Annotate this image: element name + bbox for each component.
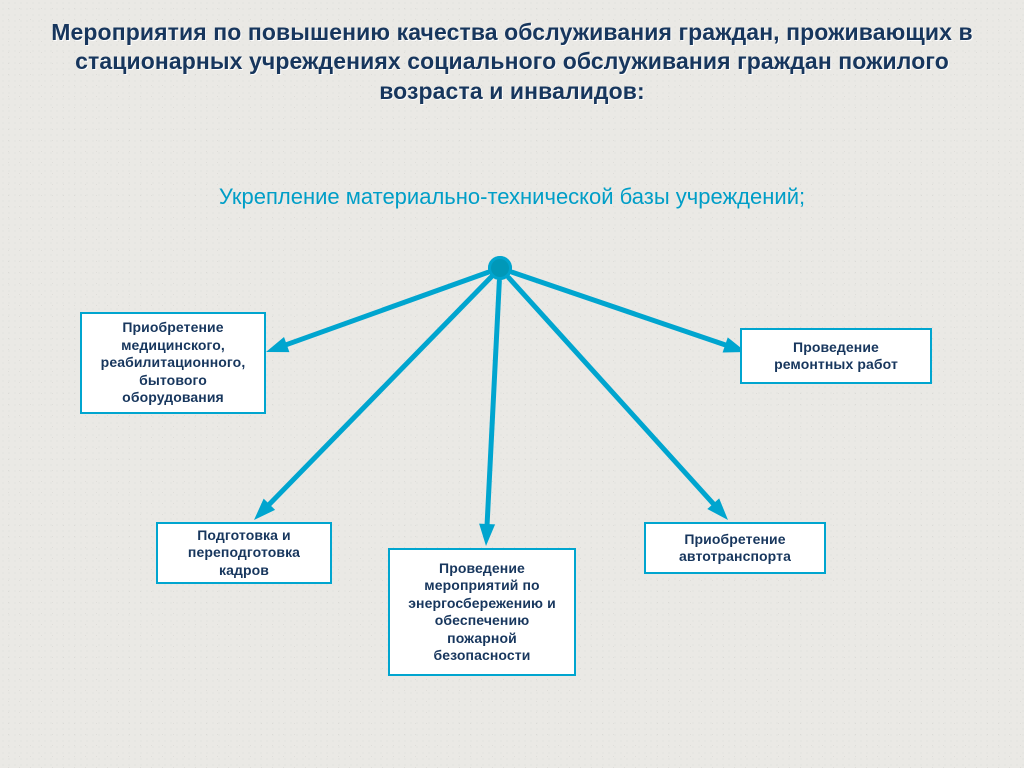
diagram-node-label: Проведение ремонтных работ bbox=[752, 339, 920, 374]
diagram-node-label: Подготовка и переподготовка кадров bbox=[168, 527, 320, 580]
diagram-node-personnel: Подготовка и переподготовка кадров bbox=[156, 522, 332, 584]
diagram-node-label: Проведение мероприятий по энергосбережен… bbox=[400, 560, 564, 665]
hub-dot bbox=[488, 256, 512, 280]
slide-subtitle: Укрепление материально-технической базы … bbox=[30, 184, 994, 210]
diagram-node-repairs: Проведение ремонтных работ bbox=[740, 328, 932, 384]
diagram-node-label: Приобретение медицинского, реабилитацион… bbox=[92, 319, 254, 407]
diagram-node-energy-safety: Проведение мероприятий по энергосбережен… bbox=[388, 548, 576, 676]
diagram-node-transport: Приобретение автотранспорта bbox=[644, 522, 826, 574]
slide-title: Мероприятия по повышению качества обслуж… bbox=[30, 18, 994, 106]
diagram-node-label: Приобретение автотранспорта bbox=[656, 531, 814, 566]
diagram-node-equipment: Приобретение медицинского, реабилитацион… bbox=[80, 312, 266, 414]
